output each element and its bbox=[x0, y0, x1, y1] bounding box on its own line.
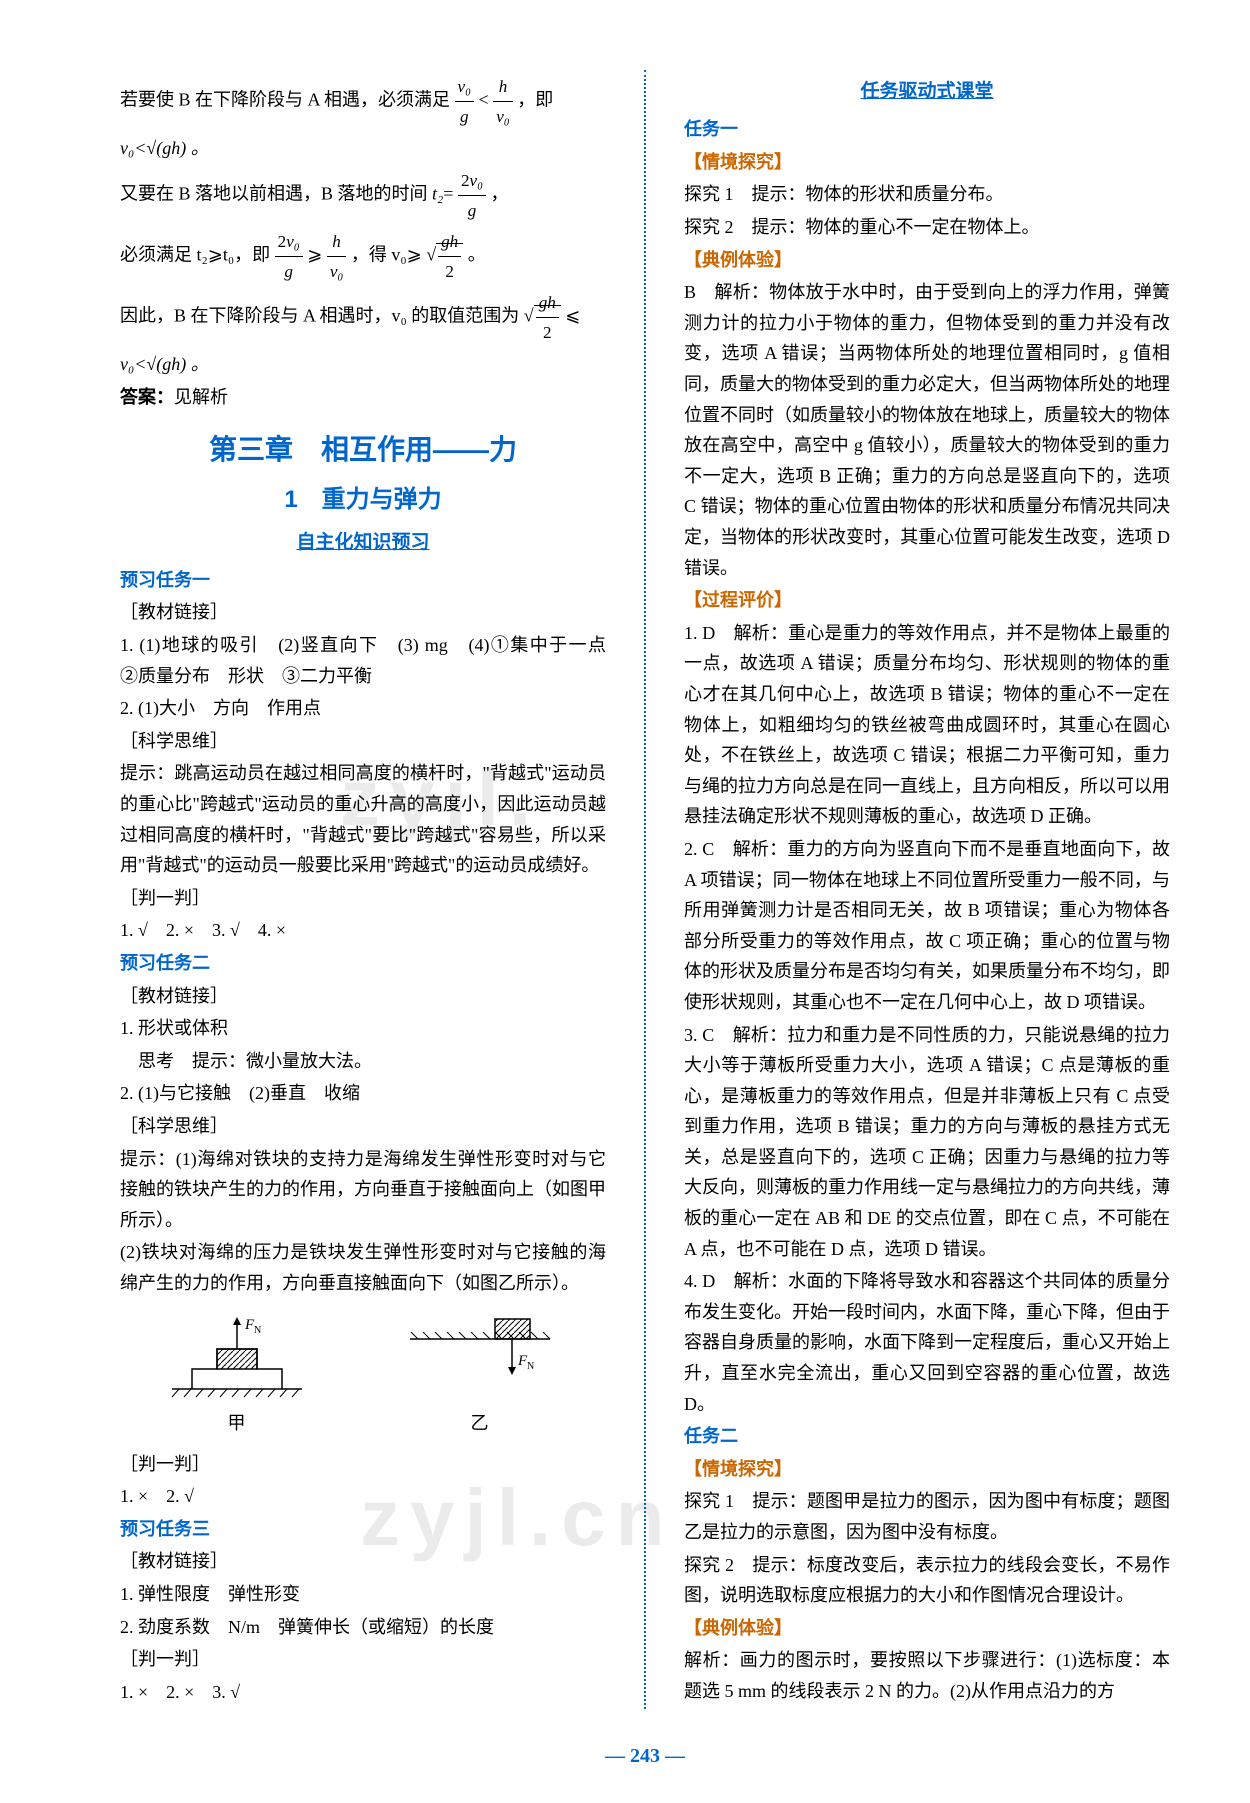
preview-subheader: 自主化知识预习 bbox=[120, 527, 606, 559]
task1-think-label: ［科学思维］ bbox=[120, 726, 606, 757]
task2-think-p1: 提示：(1)海绵对铁块的支持力是海绵发生弹性形变时对与它接触的铁块产生的力的作用… bbox=[120, 1144, 606, 1236]
chapter-title: 第三章 相互作用——力 bbox=[120, 426, 606, 474]
left-column: 若要使 B 在下降阶段与 A 相遇，必须满足 v₀g < hv₀ ，即 v₀<√… bbox=[120, 70, 624, 1709]
task1-linkage-label: ［教材链接］ bbox=[120, 597, 606, 628]
section-title: 1 重力与弹力 bbox=[120, 480, 606, 521]
r-task1-qj-label: 【情境探究】 bbox=[684, 152, 792, 172]
task1-title: 预习任务一 bbox=[120, 570, 210, 590]
task3-judge-label: ［判一判］ bbox=[120, 1644, 606, 1675]
r-task1-p4: 4. D 解析：水面的下降将导致水和容器这个共同体的质量分布发生变化。开始一段时… bbox=[684, 1266, 1170, 1419]
page-number: — 243 — bbox=[120, 1739, 1170, 1773]
right-column: 任务驱动式课堂 任务一 【情境探究】 探究 1 提示：物体的形状和质量分布。 探… bbox=[666, 70, 1170, 1709]
intro-line-4: 必须满足 t₂⩾t₀，即 2v₀g ⩾ hv₀ ，得 v₀⩾ √gh2 。 bbox=[120, 227, 606, 286]
task3-title: 预习任务三 bbox=[120, 1519, 210, 1539]
task2-line3: 2. (1)与它接触 (2)垂直 收缩 bbox=[120, 1078, 606, 1109]
diagram-a-icon: FN bbox=[167, 1309, 307, 1399]
figure-row: FN 甲 F bbox=[120, 1309, 606, 1439]
task3-linkage-label: ［教材链接］ bbox=[120, 1546, 606, 1577]
task1-line1: 1. (1)地球的吸引 (2)竖直向下 (3) mg (4)①集中于一点 ②质量… bbox=[120, 630, 606, 691]
task3-line2: 2. 劲度系数 N/m 弹簧伸长（或缩短）的长度 bbox=[120, 1612, 606, 1643]
task3-line1: 1. 弹性限度 弹性形变 bbox=[120, 1579, 606, 1610]
task2-line1: 1. 形状或体积 bbox=[120, 1013, 606, 1044]
r-task1-p3: 3. C 解析：拉力和重力是不同性质的力，只能说悬绳的拉力大小等于薄板所受重力大… bbox=[684, 1020, 1170, 1265]
intro-line-6: v₀<√(gh) 。 bbox=[120, 349, 606, 380]
figure-a: FN 甲 bbox=[167, 1309, 307, 1439]
svg-text:N: N bbox=[254, 1325, 261, 1336]
r-task1-q1: 探究 1 提示：物体的形状和质量分布。 bbox=[684, 179, 1170, 210]
r-task2-b: 解析：画力的图示时，要按照以下步骤进行：(1)选标度：本题选 5 mm 的线段表… bbox=[684, 1645, 1170, 1706]
intro-line-1: 若要使 B 在下降阶段与 A 相遇，必须满足 v₀g < hv₀ ，即 bbox=[120, 72, 606, 131]
r-task2-q1: 探究 1 提示：题图甲是拉力的图示，因为图中有标度；题图乙是拉力的示意图，因为图… bbox=[684, 1486, 1170, 1547]
r-task1-gc-label: 【过程评价】 bbox=[684, 590, 792, 610]
r-task1-p2: 2. C 解析：重力的方向为竖直向下而不是垂直地面向下，故 A 项错误；同一物体… bbox=[684, 834, 1170, 1018]
r-task1-q2: 探究 2 提示：物体的重心不一定在物体上。 bbox=[684, 212, 1170, 243]
task2-think-label: ［科学思维］ bbox=[120, 1111, 606, 1142]
column-divider bbox=[644, 70, 646, 1709]
task2-title: 预习任务二 bbox=[120, 953, 210, 973]
task2-judge-items: 1. × 2. √ bbox=[120, 1481, 606, 1512]
r-task1-b: B 解析：物体放于水中时，由于受到向上的浮力作用，弹簧测力计的拉力小于物体的重力… bbox=[684, 277, 1170, 583]
task1-line2: 2. (1)大小 方向 作用点 bbox=[120, 693, 606, 724]
task1-think-text: 提示：跳高运动员在越过相同高度的横杆时，"背越式"运动员的重心比"跨越式"运动员… bbox=[120, 758, 606, 880]
task3-judge-items: 1. × 2. × 3. √ bbox=[120, 1677, 606, 1708]
intro-line-5: 因此，B 在下降阶段与 A 相遇时，v₀ 的取值范围为 √gh2 ⩽ bbox=[120, 288, 606, 347]
r-task1-title: 任务一 bbox=[684, 119, 738, 139]
intro-answer: 答案：见解析 bbox=[120, 382, 606, 413]
intro-line-3: 又要在 B 落地以前相遇，B 落地的时间 t₂= 2v₀g ， bbox=[120, 166, 606, 225]
figure-b: FN 乙 bbox=[400, 1309, 560, 1439]
r-task2-dl-label: 【典例体验】 bbox=[684, 1618, 792, 1638]
task2-judge-label: ［判一判］ bbox=[120, 1449, 606, 1480]
figure-a-label: 甲 bbox=[167, 1408, 307, 1439]
two-column-layout: 若要使 B 在下降阶段与 A 相遇，必须满足 v₀g < hv₀ ，即 v₀<√… bbox=[120, 70, 1170, 1709]
right-header: 任务驱动式课堂 bbox=[684, 76, 1170, 108]
intro-line-2: v₀<√(gh) 。 bbox=[120, 133, 606, 164]
task2-think-p2: (2)铁块对海绵的压力是铁块发生弹性形变时对与它接触的海绵产生的力的作用，方向垂… bbox=[120, 1237, 606, 1298]
r-task1-p1: 1. D 解析：重心是重力的等效作用点，并不是物体上最重的一点，故选项 A 错误… bbox=[684, 618, 1170, 832]
task1-judge-label: ［判一判］ bbox=[120, 883, 606, 914]
r-task2-q2: 探究 2 提示：标度改变后，表示拉力的线段会变长，不易作图，说明选取标度应根据力… bbox=[684, 1550, 1170, 1611]
r-task1-dl-label: 【典例体验】 bbox=[684, 250, 792, 270]
figure-b-label: 乙 bbox=[400, 1408, 560, 1439]
r-task2-qj-label: 【情境探究】 bbox=[684, 1459, 792, 1479]
task2-line2: 思考 提示：微小量放大法。 bbox=[120, 1046, 606, 1077]
task1-judge-items: 1. √ 2. × 3. √ 4. × bbox=[120, 915, 606, 946]
svg-text:N: N bbox=[527, 1361, 534, 1372]
task2-linkage-label: ［教材链接］ bbox=[120, 981, 606, 1012]
diagram-b-icon: FN bbox=[400, 1309, 560, 1399]
r-task2-title: 任务二 bbox=[684, 1426, 738, 1446]
